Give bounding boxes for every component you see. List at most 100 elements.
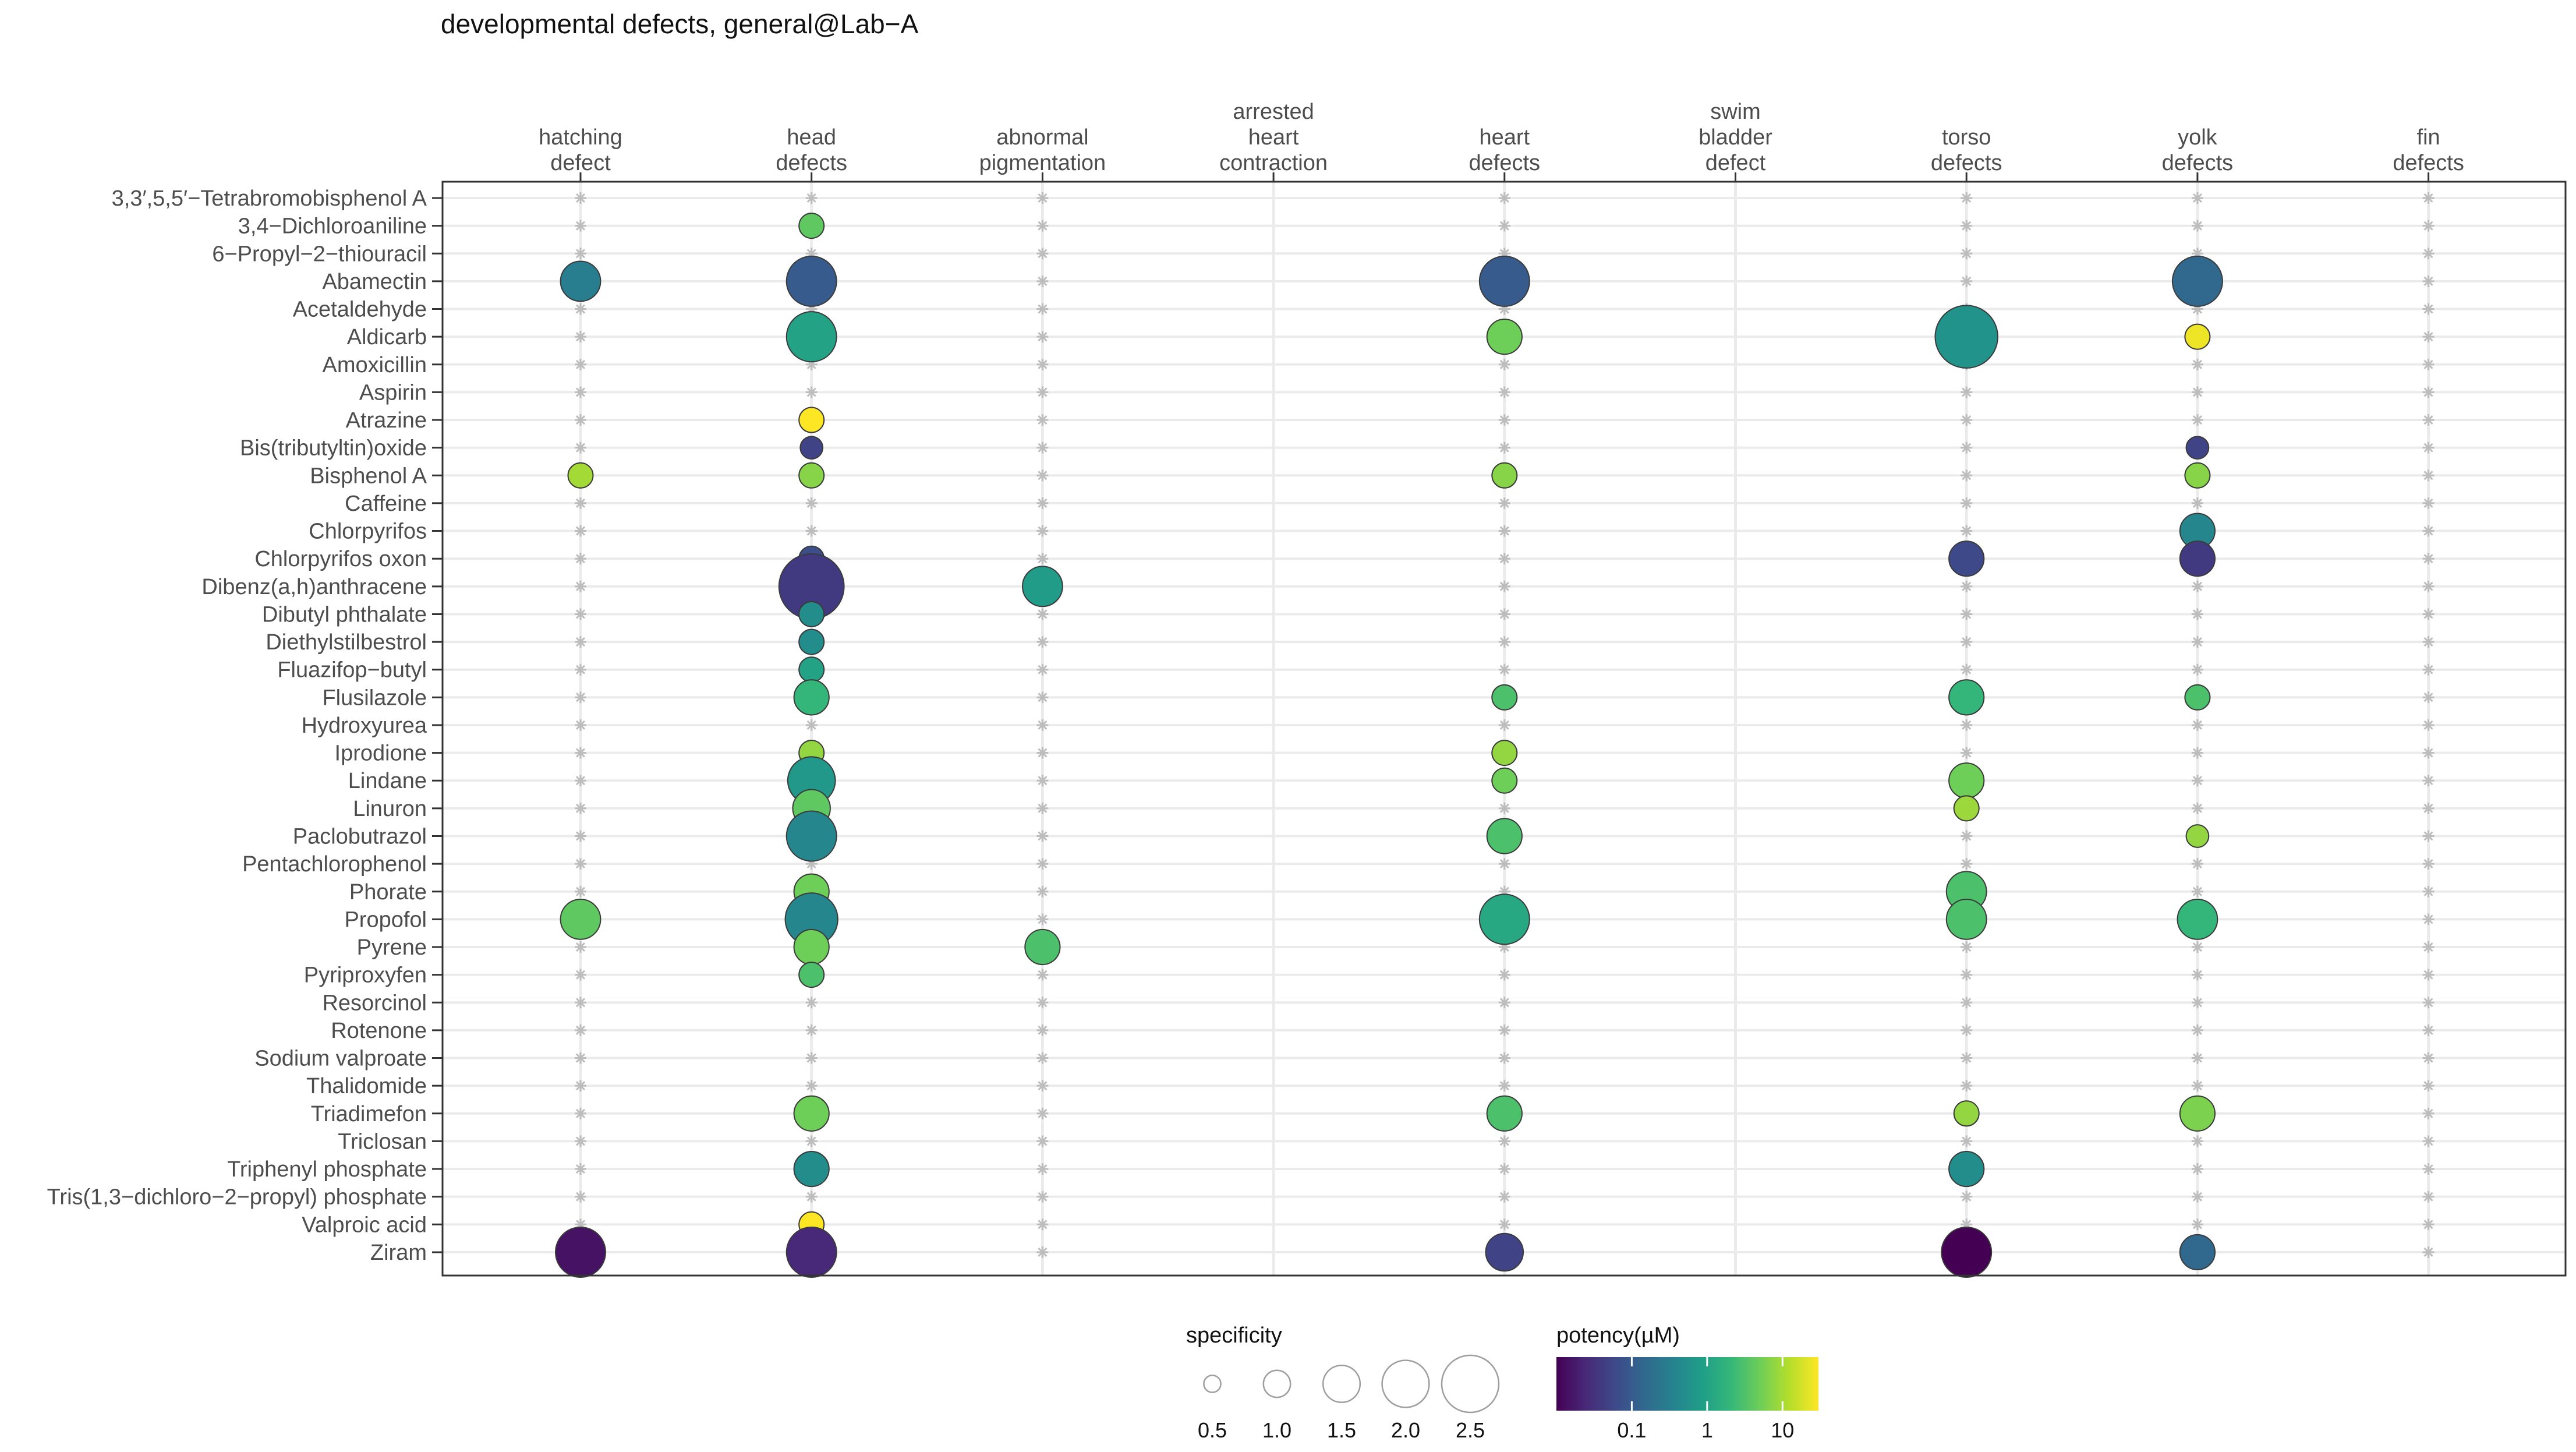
row-label: Flusilazole: [322, 686, 427, 710]
data-point: [1948, 1150, 1985, 1188]
placeholder-marker: [575, 997, 586, 1009]
placeholder-marker: [1498, 719, 1510, 731]
placeholder-marker: [2422, 248, 2435, 260]
placeholder-marker: [2422, 775, 2435, 787]
placeholder-marker: [1036, 858, 1049, 870]
placeholder-marker: [2422, 1135, 2435, 1147]
placeholder-marker: [575, 497, 586, 509]
placeholder-marker: [1036, 719, 1049, 731]
placeholder-marker: [2191, 192, 2203, 204]
row-label: Ziram: [370, 1241, 427, 1265]
placeholder-marker: [2191, 497, 2203, 509]
placeholder-marker: [2191, 775, 2203, 787]
data-point: [798, 962, 825, 988]
row-label: Dibutyl phthalate: [262, 602, 427, 627]
placeholder-marker: [2422, 303, 2435, 315]
specificity-legend-label: 2.5: [1456, 1418, 1485, 1442]
data-point: [1953, 795, 1980, 822]
placeholder-marker: [2191, 747, 2203, 759]
placeholder-marker: [2191, 1190, 2203, 1203]
specificity-legend-label: 0.5: [1198, 1418, 1227, 1442]
placeholder-marker: [2422, 969, 2435, 981]
placeholder-marker: [2422, 331, 2435, 343]
placeholder-marker: [2422, 414, 2435, 426]
row-label: Pyrene: [357, 935, 427, 960]
row-label: Rotenone: [331, 1019, 427, 1043]
placeholder-marker: [575, 830, 586, 842]
column-label: swim: [1710, 100, 1761, 124]
placeholder-marker: [575, 1107, 586, 1119]
placeholder-marker: [575, 1080, 586, 1092]
placeholder-marker: [2191, 969, 2203, 981]
placeholder-marker: [1498, 580, 1510, 592]
column-labels: hatchingdefectheaddefectsabnormalpigment…: [539, 100, 2464, 182]
row-label: Triadimefon: [311, 1102, 427, 1126]
placeholder-marker: [1961, 1190, 1973, 1203]
column-label: defects: [776, 151, 847, 175]
placeholder-marker: [1036, 1218, 1049, 1231]
placeholder-marker: [575, 248, 586, 260]
placeholder-marker: [575, 1163, 586, 1175]
placeholder-marker: [805, 497, 818, 509]
placeholder-marker: [1961, 525, 1973, 537]
data-point: [1491, 684, 1518, 711]
row-label: Aspirin: [359, 380, 427, 405]
row-label: Amoxicillin: [323, 353, 427, 377]
placeholder-marker: [1961, 1024, 1973, 1036]
placeholder-marker: [805, 1024, 818, 1036]
specificity-legend-title: specificity: [1186, 1323, 1282, 1348]
data-point: [2184, 323, 2211, 350]
placeholder-marker: [1961, 830, 1973, 842]
placeholder-marker: [2422, 553, 2435, 565]
column-label: defects: [1931, 151, 2002, 175]
data-point: [1948, 679, 1985, 716]
placeholder-marker: [2422, 608, 2435, 620]
placeholder-marker: [1498, 1024, 1510, 1036]
placeholder-marker: [2422, 525, 2435, 537]
data-point: [798, 462, 825, 489]
data-point: [2185, 436, 2210, 460]
specificity-legend-key: [1381, 1359, 1430, 1408]
data-point: [1486, 319, 1523, 355]
placeholder-marker: [2422, 1246, 2435, 1258]
placeholder-marker: [1961, 969, 1973, 981]
row-label: Propofol: [344, 907, 427, 932]
placeholder-marker: [2422, 858, 2435, 870]
data-point: [798, 628, 825, 655]
placeholder-marker: [1961, 580, 1973, 592]
placeholder-marker: [1036, 358, 1049, 370]
placeholder-marker: [805, 525, 818, 537]
row-label: 3,4−Dichloroaniline: [238, 214, 427, 239]
placeholder-marker: [2191, 358, 2203, 370]
data-point: [798, 600, 825, 627]
placeholder-marker: [575, 358, 586, 370]
placeholder-marker: [2191, 414, 2203, 426]
placeholder-marker: [575, 636, 586, 648]
column-label: abnormal: [996, 125, 1088, 150]
data-point: [1491, 462, 1518, 489]
placeholder-marker: [575, 386, 586, 398]
row-label: Tris(1,3−dichloro−2−propyl) phosphate: [47, 1185, 427, 1210]
placeholder-marker: [575, 414, 586, 426]
data-point: [560, 898, 601, 940]
row-label: Phorate: [349, 880, 427, 905]
column-label: defects: [2162, 151, 2234, 175]
placeholder-marker: [2422, 913, 2435, 925]
data-point: [1486, 1095, 1523, 1132]
placeholder-marker: [805, 192, 818, 204]
column-label: contraction: [1219, 151, 1328, 175]
column-label: defect: [1705, 151, 1766, 175]
placeholder-marker: [2422, 941, 2435, 953]
placeholder-marker: [575, 941, 586, 953]
placeholder-marker: [1498, 663, 1510, 676]
placeholder-marker: [2191, 858, 2203, 870]
placeholder-marker: [2191, 997, 2203, 1009]
placeholder-marker: [2422, 1024, 2435, 1036]
placeholder-marker: [1498, 1163, 1510, 1175]
data-point: [798, 407, 825, 433]
data-point: [2177, 898, 2218, 940]
placeholder-marker: [575, 969, 586, 981]
data-point: [799, 436, 824, 460]
placeholder-marker: [1036, 331, 1049, 343]
placeholder-marker: [1961, 747, 1973, 759]
